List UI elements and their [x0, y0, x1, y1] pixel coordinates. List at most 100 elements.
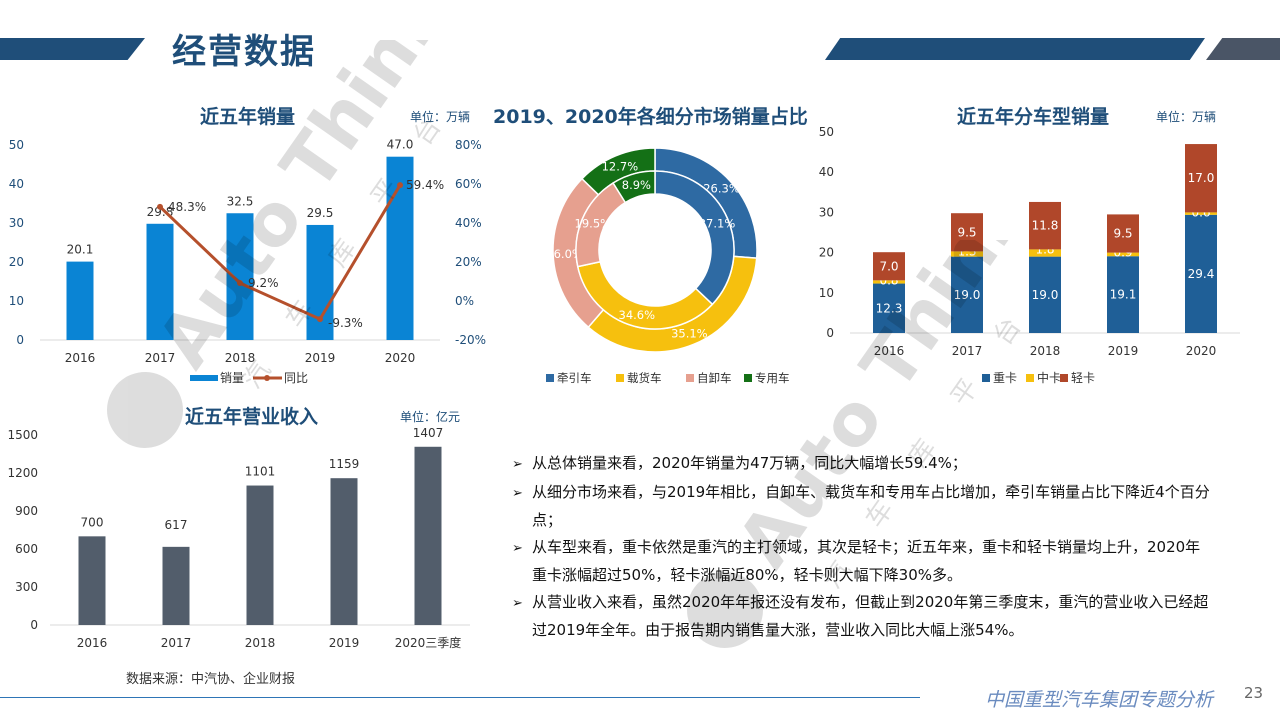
segment-label: 12.3 — [876, 301, 903, 315]
types-chart-unit: 单位：万辆 — [1156, 110, 1217, 124]
page-title: 经营数据 — [172, 32, 316, 72]
轻卡-bar-segment — [1107, 214, 1139, 253]
inner-ring-label: 34.6% — [619, 308, 656, 322]
bullet-item: ➢ 从车型来看，重卡依然是重汽的主打领域，其次是轻卡；近五年来，重卡和轻卡销量均上… — [512, 537, 1201, 585]
y2-tick-label: 60% — [455, 177, 482, 191]
x-tick-label: 2017 — [145, 351, 176, 365]
x-tick-label: 2019 — [329, 636, 360, 650]
bullet-item: ➢ 从细分市场来看，与2019年相比，自卸车、载货车和专用车占比增加，牵引车销量占… — [512, 482, 1210, 530]
legend-label: 专用车 — [755, 371, 790, 385]
重卡-bar-segment — [1029, 256, 1061, 333]
revenue-bar — [78, 536, 106, 625]
yoy-point — [317, 316, 323, 323]
segment-label: 19.0 — [1032, 288, 1059, 302]
x-tick-label: 2016 — [65, 351, 96, 365]
x-tick-label: 2020三季度 — [395, 635, 462, 650]
y2-tick-label: 80% — [455, 138, 482, 152]
yoy-point — [397, 182, 403, 189]
y-tick-label: 0 — [16, 333, 24, 347]
segment-label: 9.5 — [1113, 227, 1132, 241]
legend-swatch — [616, 374, 624, 382]
legend-label: 销量 — [220, 371, 244, 385]
重卡-bar-segment — [873, 283, 905, 333]
title-accent-right — [825, 38, 1205, 60]
revenue-bar-label: 700 — [81, 515, 104, 529]
footer-title: 中国重型汽车集团专题分析 — [985, 689, 1214, 711]
重卡-bar-segment — [1185, 214, 1217, 333]
中卡-bar-segment — [1107, 252, 1139, 257]
x-tick-label: 2018 — [1030, 344, 1061, 358]
segment-label: 11.8 — [1032, 219, 1059, 233]
arrow-icon: ➢ — [512, 457, 523, 472]
y-tick-label: 50 — [819, 125, 834, 139]
yoy-label: -9.3% — [328, 316, 363, 330]
yoy-label: 48.3% — [168, 200, 206, 214]
sales-bar — [226, 213, 254, 340]
sales-chart-unit: 单位：万辆 — [410, 110, 471, 124]
legend-swatch — [546, 374, 554, 382]
revenue-bar — [414, 446, 442, 625]
sales-chart-title: 近五年销量 — [200, 106, 296, 128]
y-tick-label: 0 — [826, 326, 834, 340]
y-tick-label: 10 — [9, 294, 24, 308]
outer-ring-label: 35.1% — [671, 327, 708, 341]
types-chart-title: 近五年分车型销量 — [957, 106, 1110, 128]
x-tick-label: 2016 — [77, 636, 108, 650]
arrow-icon: ➢ — [512, 540, 523, 556]
outer-ring-label: 12.7% — [602, 160, 639, 174]
x-tick-label: 2020 — [385, 351, 416, 365]
y-tick-label: 40 — [819, 165, 834, 179]
中卡-bar-segment — [951, 251, 983, 257]
inner-ring-label: 37.1% — [699, 216, 736, 230]
y-tick-label: 300 — [15, 580, 38, 594]
中卡-bar-segment — [1029, 249, 1061, 257]
types-chart: 0102030405012.30.87.0201619.01.39.520171… — [819, 125, 1240, 385]
y-tick-label: 20 — [819, 246, 834, 260]
revenue-bar-label: 617 — [165, 518, 188, 532]
sales-bar — [66, 261, 94, 340]
legend-swatch — [1026, 374, 1034, 382]
data-source: 数据来源：中汽协、企业财报 — [126, 672, 296, 687]
segment-label: 19.0 — [954, 288, 981, 302]
title-accent-left — [0, 38, 145, 60]
轻卡-bar-segment — [951, 213, 983, 252]
重卡-bar-segment — [951, 256, 983, 333]
y2-tick-label: 20% — [455, 255, 482, 269]
legend-label: 重卡 — [993, 371, 1017, 385]
中卡-bar-segment — [1185, 212, 1217, 215]
segment-label: 7.0 — [879, 259, 898, 273]
中卡-bar-segment — [873, 280, 905, 284]
legend-marker-yoy — [264, 375, 270, 381]
y-tick-label: 0 — [30, 618, 38, 632]
x-tick-label: 2019 — [1108, 344, 1139, 358]
y-tick-label: 900 — [15, 504, 38, 518]
y-tick-label: 50 — [9, 138, 24, 152]
y2-tick-label: 0% — [455, 294, 474, 308]
y-tick-label: 30 — [9, 216, 24, 230]
重卡-bar-segment — [1107, 256, 1139, 333]
sales-bar-label: 47.0 — [387, 138, 414, 152]
y-tick-label: 600 — [15, 542, 38, 556]
title-accent-right-gray — [1206, 38, 1280, 60]
legend-swatch — [1060, 374, 1068, 382]
x-tick-label: 2017 — [161, 636, 192, 650]
y2-tick-label: 40% — [455, 216, 482, 230]
segment-label: 17.0 — [1188, 171, 1215, 185]
y-tick-label: 30 — [819, 205, 834, 219]
revenue-bar-label: 1159 — [329, 457, 360, 471]
legend-label: 载货车 — [627, 371, 662, 385]
revenue-chart-title: 近五年营业收入 — [185, 406, 319, 428]
yoy-point — [157, 203, 163, 210]
summary-bullets: ➢ 从总体销量来看，2020年销量为47万辆，同比大幅增长59.4%； ➢ 从细分市… — [512, 450, 1212, 644]
y-tick-label: 10 — [819, 286, 834, 300]
x-tick-label: 2018 — [225, 351, 256, 365]
sales-bar-label: 20.1 — [67, 243, 94, 257]
legend-swatch — [744, 374, 752, 382]
segment-label: 19.1 — [1110, 288, 1137, 302]
轻卡-bar-segment — [1029, 201, 1061, 250]
sales-chart: 0 10 20 30 40 50 -20% 0% 20% 40% 60% 80% 20.1 2016 29.… — [9, 138, 486, 385]
bullet-item: ➢ 从营业收入来看，虽然2020年年报还没有发布，但截止到2020年第三季度末，重… — [512, 592, 1209, 640]
legend-label: 牵引车 — [557, 371, 592, 385]
revenue-bar-label: 1407 — [413, 426, 444, 440]
legend-swatch — [686, 374, 694, 382]
